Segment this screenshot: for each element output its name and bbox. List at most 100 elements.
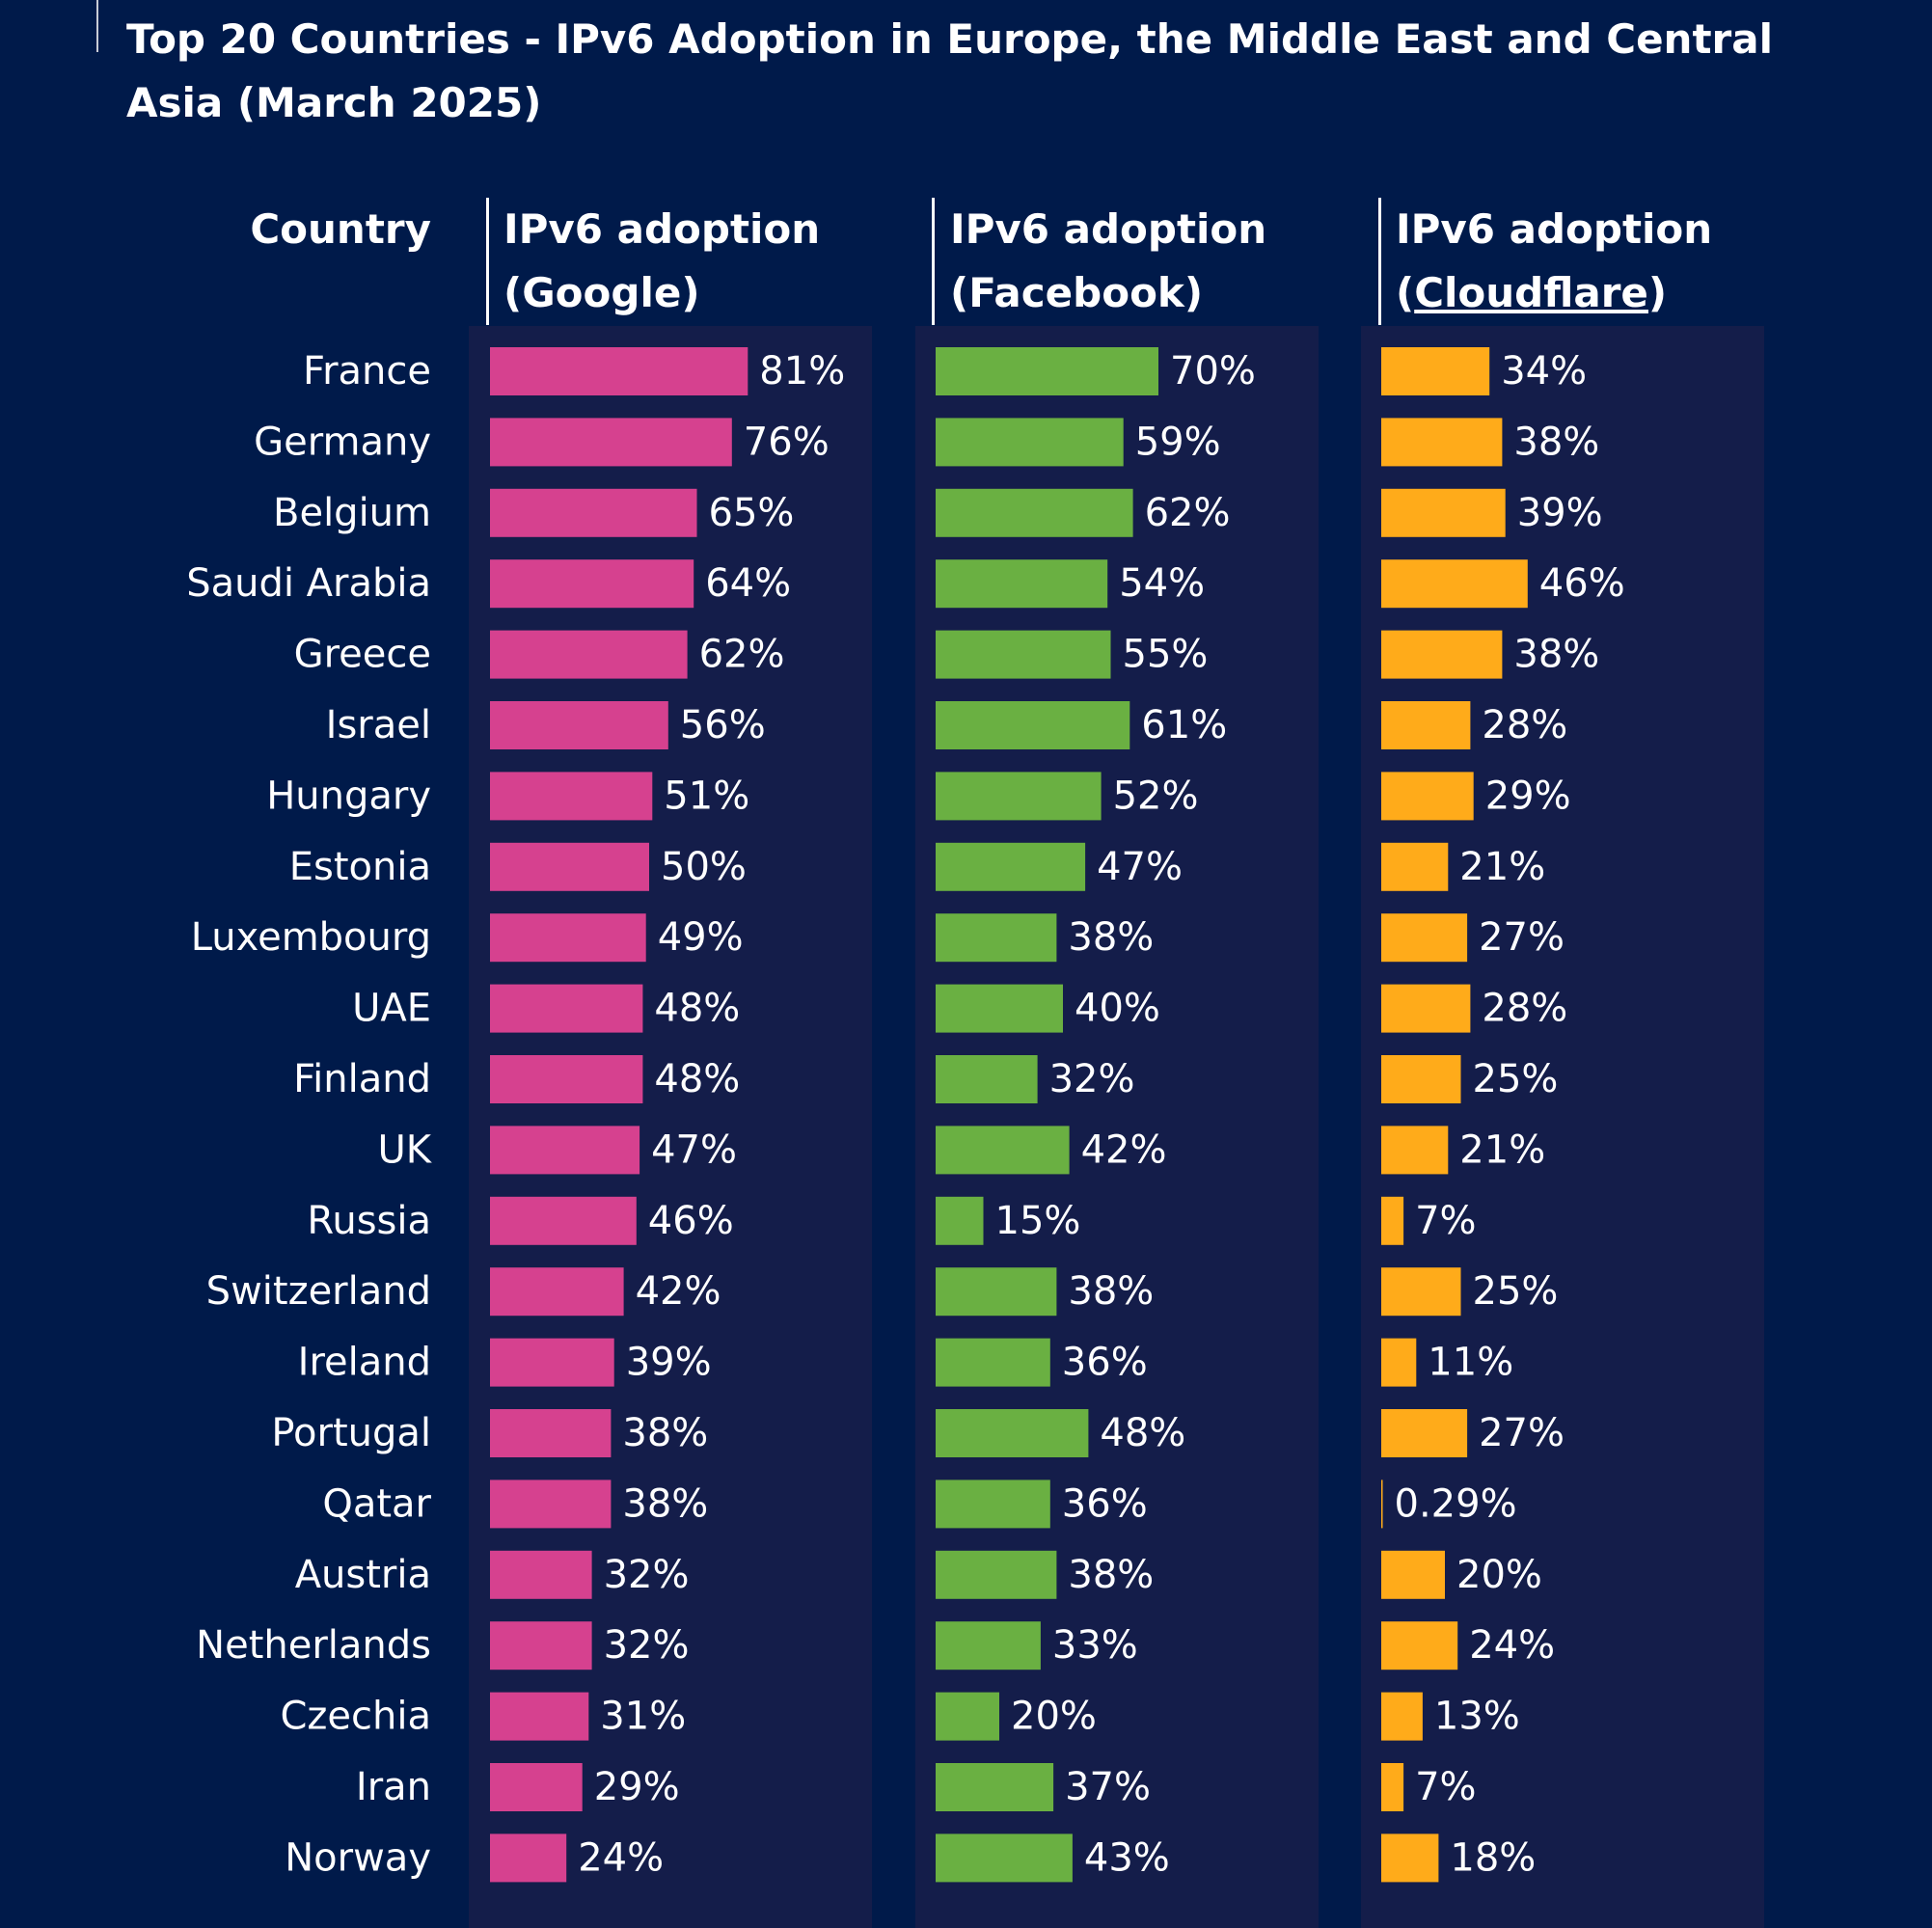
country-label-iran: Iran bbox=[356, 1765, 431, 1809]
facebook-bar-austria bbox=[936, 1550, 1057, 1599]
facebook-value-label-netherlands: 33% bbox=[1052, 1623, 1138, 1668]
cloudflare-bar-iran bbox=[1381, 1763, 1404, 1811]
facebook-bar-netherlands bbox=[936, 1621, 1041, 1670]
google-bar-hungary bbox=[490, 772, 653, 821]
facebook-value-label-france: 70% bbox=[1170, 349, 1256, 394]
cloudflare-bar-austria bbox=[1381, 1550, 1445, 1599]
cloudflare-value-label-finland: 25% bbox=[1473, 1057, 1559, 1101]
cloudflare-bar-saudi-arabia bbox=[1381, 559, 1528, 609]
google-value-label-germany: 76% bbox=[744, 420, 830, 464]
cloudflare-value-label-germany: 38% bbox=[1513, 420, 1599, 464]
google-value-label-israel: 56% bbox=[680, 703, 766, 747]
facebook-value-label-saudi-arabia: 54% bbox=[1119, 561, 1205, 606]
cloudflare-value-label-austria: 20% bbox=[1456, 1553, 1542, 1597]
cloudflare-bar-czechia bbox=[1381, 1692, 1423, 1741]
country-label-austria: Austria bbox=[295, 1553, 431, 1597]
facebook-header-line2: (Facebook) bbox=[950, 269, 1204, 316]
facebook-value-label-germany: 59% bbox=[1135, 420, 1221, 464]
cloudflare-bar-switzerland bbox=[1381, 1267, 1461, 1317]
country-label-uk: UK bbox=[377, 1127, 432, 1172]
country-label-russia: Russia bbox=[307, 1199, 431, 1243]
cloudflare-value-label-norway: 18% bbox=[1450, 1835, 1536, 1880]
cloudflare-value-label-luxembourg: 27% bbox=[1479, 915, 1565, 960]
country-label-uae: UAE bbox=[352, 987, 431, 1031]
google-bar-saudi-arabia bbox=[490, 559, 694, 609]
cloudflare-value-label-portugal: 27% bbox=[1479, 1411, 1565, 1455]
cloudflare-value-label-switzerland: 25% bbox=[1473, 1269, 1559, 1314]
facebook-value-label-belgium: 62% bbox=[1145, 491, 1231, 535]
google-bar-greece bbox=[490, 630, 688, 679]
facebook-bar-germany bbox=[936, 418, 1124, 467]
cloudflare-bar-belgium bbox=[1381, 488, 1506, 537]
facebook-value-label-finland: 32% bbox=[1049, 1057, 1135, 1101]
facebook-value-label-luxembourg: 38% bbox=[1068, 915, 1154, 960]
google-header-divider bbox=[486, 198, 489, 325]
country-label-switzerland: Switzerland bbox=[206, 1269, 431, 1314]
google-value-label-france: 81% bbox=[759, 349, 845, 394]
cloudflare-bar-qatar bbox=[1381, 1480, 1383, 1529]
cloudflare-value-label-qatar: 0.29% bbox=[1395, 1481, 1517, 1526]
cloudflare-bar-estonia bbox=[1381, 842, 1449, 891]
google-value-label-luxembourg: 49% bbox=[658, 915, 744, 960]
country-label-netherlands: Netherlands bbox=[196, 1623, 431, 1668]
facebook-bar-portugal bbox=[936, 1409, 1089, 1457]
facebook-column-header: IPv6 adoption (Facebook) bbox=[950, 198, 1266, 325]
google-bar-portugal bbox=[490, 1409, 612, 1457]
cloudflare-bar-norway bbox=[1381, 1833, 1439, 1883]
country-label-greece: Greece bbox=[294, 633, 431, 677]
google-bar-finland bbox=[490, 1055, 643, 1103]
facebook-value-label-uae: 40% bbox=[1075, 987, 1160, 1031]
facebook-value-label-iran: 37% bbox=[1065, 1765, 1151, 1809]
google-value-label-finland: 48% bbox=[654, 1057, 740, 1101]
google-bar-russia bbox=[490, 1196, 637, 1245]
cloudflare-paren-close: ) bbox=[1647, 269, 1668, 316]
google-bar-iran bbox=[490, 1763, 583, 1811]
facebook-bar-iran bbox=[936, 1763, 1054, 1811]
facebook-value-label-czechia: 20% bbox=[1011, 1695, 1097, 1739]
country-label-ireland: Ireland bbox=[298, 1341, 431, 1385]
facebook-bar-czechia bbox=[936, 1692, 999, 1741]
google-column-header: IPv6 adoption (Google) bbox=[503, 198, 820, 325]
facebook-bar-qatar bbox=[936, 1480, 1050, 1529]
google-value-label-portugal: 38% bbox=[622, 1411, 708, 1455]
google-value-label-greece: 62% bbox=[699, 633, 785, 677]
cloudflare-bar-hungary bbox=[1381, 772, 1474, 821]
cloudflare-value-label-hungary: 29% bbox=[1485, 774, 1571, 818]
country-label-qatar: Qatar bbox=[322, 1481, 431, 1526]
cloudflare-value-label-uae: 28% bbox=[1482, 987, 1567, 1031]
facebook-bar-uae bbox=[936, 984, 1063, 1033]
facebook-bar-norway bbox=[936, 1833, 1073, 1883]
google-value-label-saudi-arabia: 64% bbox=[705, 561, 791, 606]
country-label-portugal: Portugal bbox=[271, 1411, 431, 1455]
facebook-value-label-hungary: 52% bbox=[1113, 774, 1199, 818]
google-bar-france bbox=[490, 347, 748, 395]
google-value-label-hungary: 51% bbox=[664, 774, 749, 818]
cloudflare-column-header: IPv6 adoption (Cloudflare) bbox=[1396, 198, 1712, 325]
google-value-label-austria: 32% bbox=[604, 1553, 690, 1597]
google-bar-norway bbox=[490, 1833, 567, 1883]
google-bar-qatar bbox=[490, 1480, 612, 1529]
facebook-bar-france bbox=[936, 347, 1158, 395]
cloudflare-value-label-estonia: 21% bbox=[1459, 845, 1545, 889]
cloudflare-bar-france bbox=[1381, 347, 1490, 395]
facebook-bar-belgium bbox=[936, 488, 1133, 537]
facebook-value-label-israel: 61% bbox=[1141, 703, 1227, 747]
facebook-value-label-austria: 38% bbox=[1068, 1553, 1154, 1597]
country-label-finland: Finland bbox=[293, 1057, 431, 1101]
google-bar-belgium bbox=[490, 488, 697, 537]
title-rule bbox=[96, 0, 98, 52]
cloudflare-link[interactable]: Cloudflare bbox=[1414, 269, 1648, 316]
google-value-label-belgium: 65% bbox=[709, 491, 795, 535]
facebook-bar-uk bbox=[936, 1126, 1070, 1175]
facebook-bar-israel bbox=[936, 701, 1130, 749]
facebook-value-label-switzerland: 38% bbox=[1068, 1269, 1154, 1314]
google-value-label-uae: 48% bbox=[654, 987, 740, 1031]
facebook-bar-luxembourg bbox=[936, 913, 1057, 963]
facebook-bar-greece bbox=[936, 630, 1111, 679]
cloudflare-bar-germany bbox=[1381, 418, 1503, 467]
facebook-bar-saudi-arabia bbox=[936, 559, 1108, 609]
facebook-value-label-portugal: 48% bbox=[1100, 1411, 1185, 1455]
facebook-header-line1: IPv6 adoption bbox=[950, 205, 1267, 253]
google-value-label-netherlands: 32% bbox=[604, 1623, 690, 1668]
facebook-bar-finland bbox=[936, 1055, 1038, 1103]
